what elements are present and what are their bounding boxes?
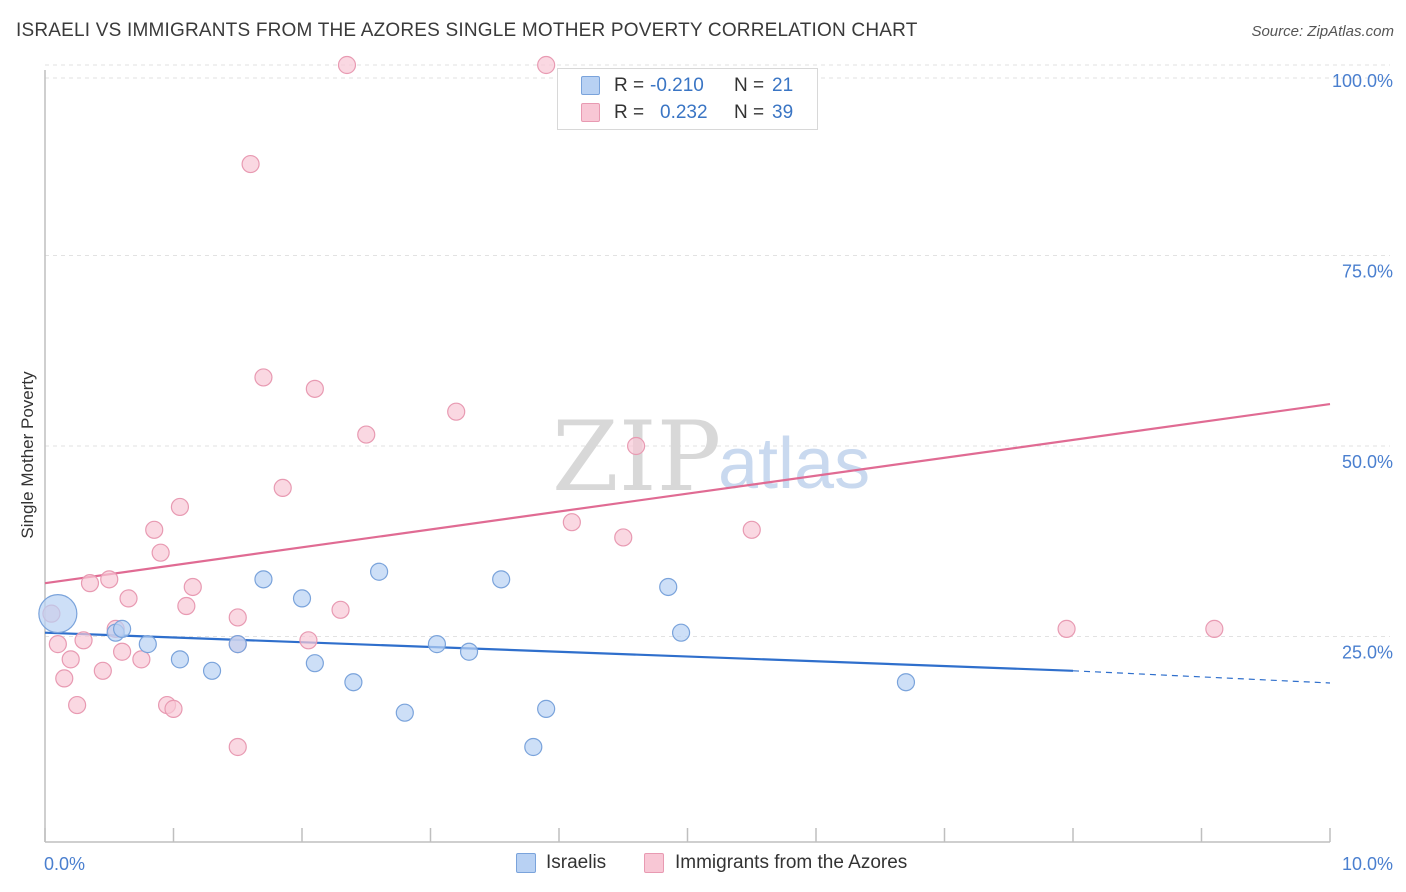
- azores-point: [61, 650, 80, 669]
- israelis-point: [370, 562, 389, 581]
- azores-point: [177, 596, 196, 616]
- azores-point: [80, 574, 100, 593]
- azores-point: [1057, 619, 1076, 638]
- israelis-point: [459, 642, 479, 661]
- azores-point: [241, 154, 260, 174]
- azores-point: [112, 642, 132, 661]
- azores-legend-label: Immigrants from the Azores: [675, 852, 908, 873]
- chart-title: ISRAELI VS IMMIGRANTS FROM THE AZORES SI…: [16, 20, 918, 41]
- azores-point: [119, 589, 138, 608]
- r-label: R =: [614, 102, 645, 123]
- israelis-point: [427, 635, 447, 654]
- israelis-point: [38, 594, 78, 634]
- watermark-atlas: atlas: [718, 424, 870, 504]
- azores-point: [331, 600, 350, 619]
- n-label: N =: [734, 102, 765, 123]
- azores-point: [305, 379, 324, 398]
- israelis-point: [254, 570, 273, 589]
- azores-point: [48, 635, 67, 654]
- israelis-swatch: [581, 76, 600, 95]
- gridlines: [45, 64, 1390, 637]
- source-credit: Source: ZipAtlas.com: [1251, 23, 1394, 40]
- israelis-legend-label: Israelis: [546, 852, 607, 873]
- y-tick-label: 50.0%: [1342, 452, 1393, 472]
- y-tick-label: 75.0%: [1342, 262, 1393, 282]
- israelis-trend-extension: [1072, 670, 1331, 684]
- azores-point: [357, 425, 376, 444]
- data-points: [38, 55, 1224, 757]
- israelis-trend-line: [44, 631, 1074, 672]
- azores-point: [183, 577, 202, 597]
- azores-point: [562, 513, 581, 532]
- y-tick-label: 25.0%: [1342, 643, 1393, 663]
- azores-point: [228, 608, 247, 627]
- azores-point: [447, 402, 466, 421]
- y-tick-label: 100.0%: [1332, 71, 1393, 91]
- x-ticks: [44, 828, 1331, 842]
- x-tick-label: 10.0%: [1342, 854, 1393, 874]
- watermark: ZIP atlas: [552, 401, 870, 513]
- azores-point: [151, 543, 170, 562]
- azores-point: [228, 737, 247, 757]
- r-value: -0.210: [650, 75, 704, 96]
- n-label: N =: [734, 75, 765, 96]
- israelis-point: [138, 635, 157, 654]
- r-value: 0.232: [660, 102, 708, 123]
- azores-trend-line: [44, 403, 1331, 585]
- azores-point: [299, 631, 318, 650]
- azores-point: [626, 436, 646, 456]
- israelis-legend-swatch: [516, 853, 536, 873]
- israelis-point: [896, 673, 916, 692]
- israelis-point: [292, 589, 312, 608]
- x-tick-label: 0.0%: [44, 854, 85, 874]
- azores-point: [254, 368, 273, 387]
- azores-point: [132, 650, 151, 669]
- israelis-point: [228, 635, 247, 654]
- israelis-point: [671, 623, 691, 642]
- y-tick-labels: 25.0% 50.0% 75.0% 100.0%: [1332, 71, 1393, 663]
- azores-point: [273, 478, 292, 498]
- azores-point: [55, 669, 74, 688]
- israelis-point: [344, 673, 363, 692]
- azores-swatch: [581, 103, 600, 122]
- azores-point: [742, 520, 761, 539]
- israelis-point: [659, 577, 678, 597]
- azores-point: [170, 497, 190, 517]
- azores-point: [164, 699, 183, 718]
- azores-point: [145, 520, 164, 539]
- azores-point: [337, 55, 357, 75]
- israelis-point: [170, 650, 190, 669]
- israelis-point: [524, 737, 543, 757]
- azores-point: [93, 661, 112, 680]
- azores-point: [68, 695, 87, 715]
- trend-lines: [44, 403, 1331, 684]
- israelis-point: [395, 703, 414, 722]
- israelis-point: [305, 654, 324, 673]
- azores-point: [537, 55, 556, 75]
- r-label: R =: [614, 75, 645, 96]
- x-tick-labels: 0.0% 10.0%: [44, 854, 1393, 874]
- azores-point: [100, 570, 119, 589]
- azores-point: [614, 528, 633, 547]
- israelis-point: [112, 619, 132, 638]
- n-value: 39: [772, 102, 794, 123]
- correlation-legend: R = -0.210 N = 21 R = 0.232 N = 39: [557, 68, 818, 130]
- azores-legend-swatch: [644, 853, 664, 873]
- israelis-point: [492, 570, 511, 589]
- watermark-zip: ZIP: [552, 401, 721, 513]
- israelis-point: [202, 661, 222, 680]
- israelis-point: [537, 699, 556, 718]
- n-value: 21: [772, 75, 794, 96]
- azores-point: [1205, 619, 1224, 638]
- azores-point: [74, 631, 93, 650]
